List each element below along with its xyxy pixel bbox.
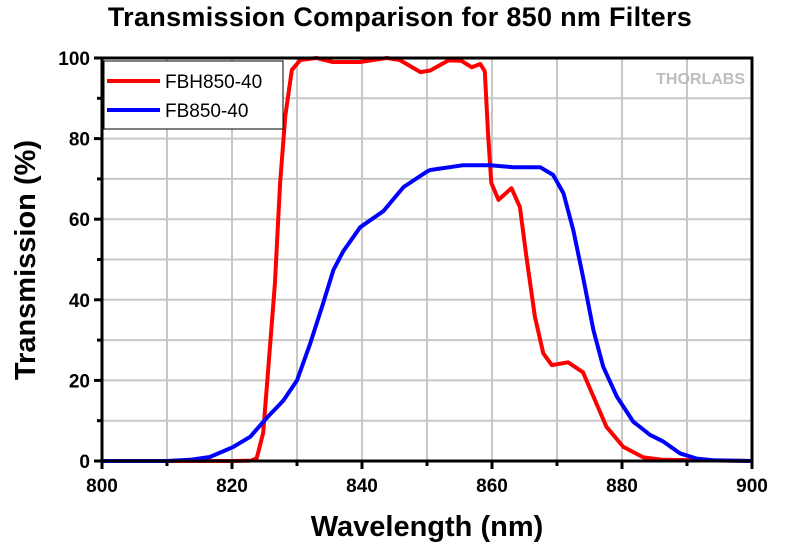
thorlabs-watermark: THORLABS [656, 71, 745, 88]
legend-box [103, 60, 284, 130]
grid [102, 58, 752, 461]
y-tick-label: 0 [79, 452, 90, 473]
series-line-fb850-40 [102, 163, 753, 463]
x-tick-label: 840 [346, 476, 378, 497]
y-tick-label: 100 [58, 49, 90, 70]
series-group [102, 56, 753, 463]
legend: FBH850-40 FB850-40 [103, 60, 284, 130]
y-tick-label: 80 [69, 130, 90, 151]
x-tick-label: 860 [476, 476, 508, 497]
x-axis-label: Wavelength (nm) [311, 511, 544, 543]
legend-label-fb850-40: FB850-40 [165, 101, 248, 122]
y-axis-label: Transmission (%) [10, 140, 42, 380]
chart-title: Transmission Comparison for 850 nm Filte… [107, 2, 693, 32]
axis-ticks: 800 820 840 860 880 900 0 20 40 60 80 100 [58, 49, 768, 497]
legend-label-fbh850-40: FBH850-40 [165, 72, 262, 93]
x-tick-label: 820 [216, 476, 248, 497]
x-tick-label: 800 [86, 476, 118, 497]
y-tick-label: 60 [69, 210, 90, 231]
series-line-fbh850-40 [102, 56, 753, 463]
x-tick-label: 900 [736, 476, 768, 497]
x-tick-label: 880 [606, 476, 638, 497]
y-tick-label: 40 [69, 291, 90, 312]
y-tick-label: 20 [69, 371, 90, 392]
